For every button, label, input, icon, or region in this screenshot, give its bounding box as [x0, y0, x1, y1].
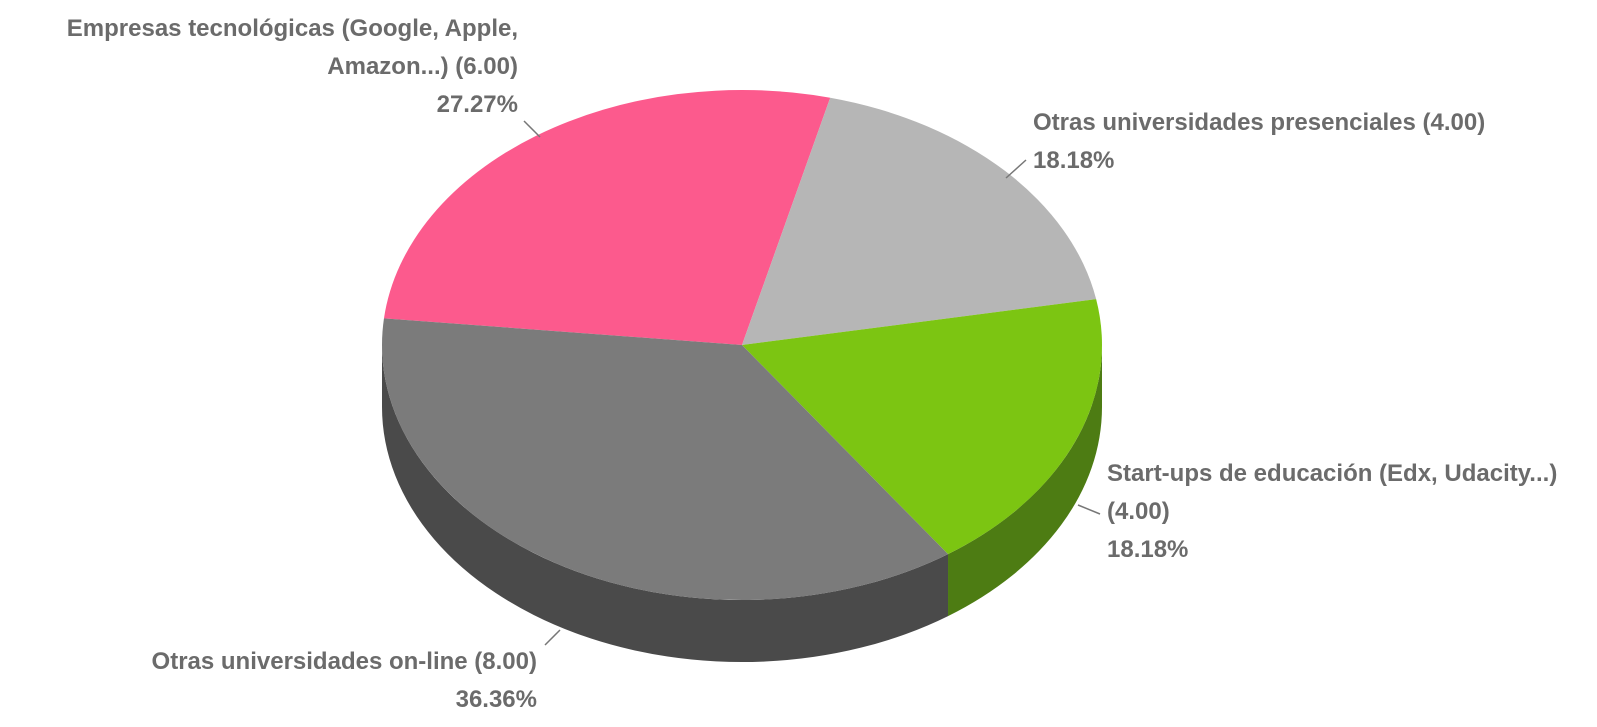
tops [382, 89, 1103, 601]
slice [742, 97, 1097, 345]
leader-line [1005, 159, 1027, 179]
value-label: (8.00) [474, 648, 537, 675]
percent-label: 27.27% [436, 91, 518, 118]
value-label: (4.00) [1107, 498, 1170, 525]
slice [382, 318, 949, 601]
slice-label: Otras universidades presenciales (4.00) 1… [1033, 104, 1563, 180]
leader-line [523, 120, 541, 138]
value-label: (6.00) [455, 53, 518, 80]
slice-label: Start-ups de educación (Edx, Udacity...)… [1107, 455, 1587, 569]
value-label: (4.00) [1422, 109, 1486, 136]
percent-label: 18.18% [1107, 536, 1189, 563]
leader-line [544, 629, 561, 646]
category-label: Start-ups de educación (Edx, Udacity...) [1107, 460, 1558, 487]
leaders [523, 120, 1101, 646]
slice-label: Empresas tecnológicas (Google, Apple, Am… [0, 10, 518, 124]
slice-label: Otras universidades on-line (8.00) 36.36% [0, 643, 537, 719]
category-label: Empresas tecnológicas (Google, Apple, Am… [66, 15, 518, 80]
percent-label: 36.36% [455, 686, 537, 713]
slice-side [948, 345, 1102, 617]
slice [383, 89, 831, 346]
sides [382, 345, 1102, 663]
slice [742, 299, 1103, 555]
category-label: Otras universidades presenciales [1033, 109, 1416, 136]
leader-line [1077, 504, 1101, 515]
percent-label: 18.18% [1033, 147, 1115, 174]
category-label: Otras universidades on-line [151, 648, 468, 675]
slice-side [382, 345, 949, 663]
